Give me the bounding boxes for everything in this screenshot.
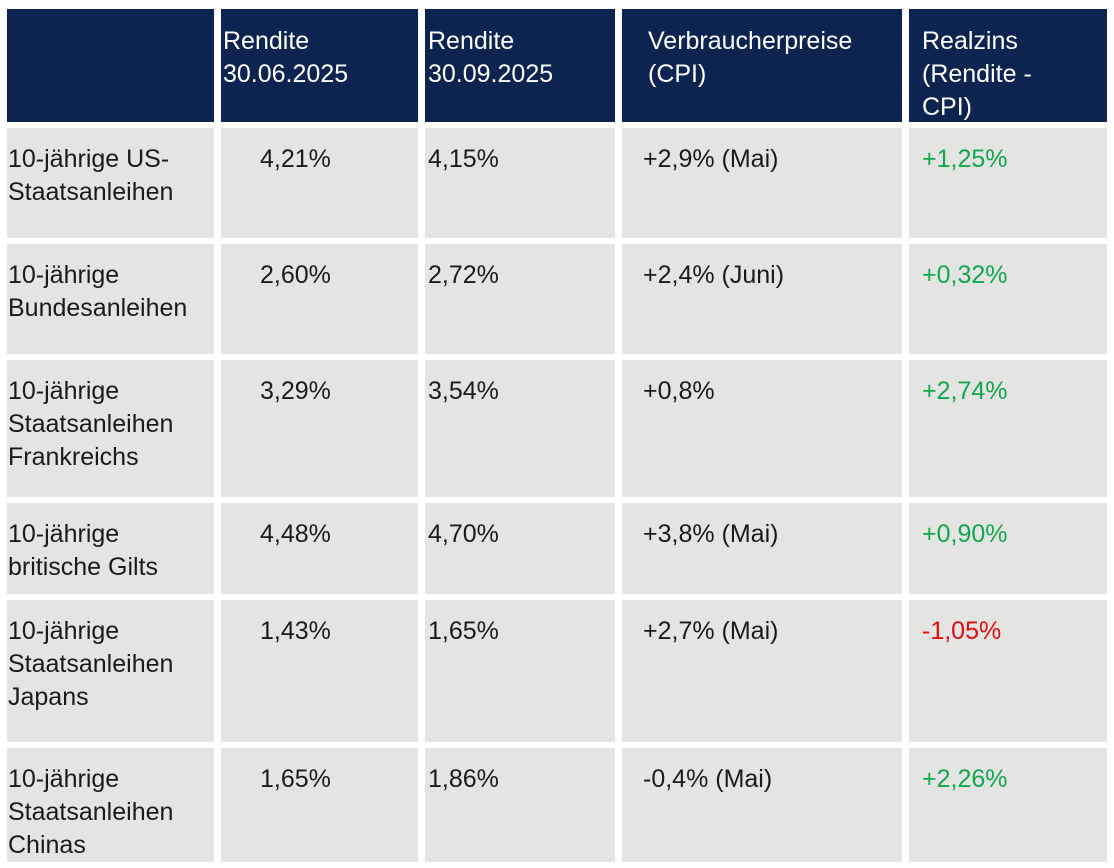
cpi-cell: +3,8% (Mai) xyxy=(622,503,902,594)
yield-jun-cell: 3,29% xyxy=(221,360,418,497)
bond-label: 10-jährige Staatsanleihen Japans xyxy=(7,600,214,742)
table-row-china: 10-jährige Staatsanleihen Chinas 1,65% 1… xyxy=(7,748,1107,862)
bond-label: 10-jährige britische Gilts xyxy=(7,503,214,594)
yield-sep-cell: 1,86% xyxy=(425,748,615,862)
cpi-cell: -0,4% (Mai) xyxy=(622,748,902,862)
header-cell-realzins: Realzins (Rendite - CPI) xyxy=(909,9,1107,122)
realzins-cell: +2,74% xyxy=(909,360,1107,497)
table-row-france: 10-jährige Staatsanleihen Frankreichs 3,… xyxy=(7,360,1107,497)
table-header-row: Rendite 30.06.2025 Rendite 30.09.2025 Ve… xyxy=(7,9,1107,122)
realzins-cell: -1,05% xyxy=(909,600,1107,742)
cpi-cell: +0,8% xyxy=(622,360,902,497)
header-cell-rendite-sep: Rendite 30.09.2025 xyxy=(425,9,615,122)
yield-jun-cell: 4,21% xyxy=(221,128,418,238)
table-row-us-treasuries: 10-jährige US-Staatsanleihen 4,21% 4,15%… xyxy=(7,128,1107,238)
header-cell-cpi: Verbraucherpreise (CPI) xyxy=(622,9,902,122)
yield-sep-cell: 3,54% xyxy=(425,360,615,497)
header-cell-empty xyxy=(7,9,214,122)
bond-label: 10-jährige US-Staatsanleihen xyxy=(7,128,214,238)
table-row-japan: 10-jährige Staatsanleihen Japans 1,43% 1… xyxy=(7,600,1107,742)
table-row-bundesanleihen: 10-jährige Bundesanleihen 2,60% 2,72% +2… xyxy=(7,244,1107,354)
yield-sep-cell: 2,72% xyxy=(425,244,615,354)
bond-label: 10-jährige Staatsanleihen Frankreichs xyxy=(7,360,214,497)
bond-label: 10-jährige Bundesanleihen xyxy=(7,244,214,354)
bond-label: 10-jährige Staatsanleihen Chinas xyxy=(7,748,214,862)
yield-sep-cell: 4,15% xyxy=(425,128,615,238)
yield-jun-cell: 2,60% xyxy=(221,244,418,354)
bond-yield-table: Rendite 30.06.2025 Rendite 30.09.2025 Ve… xyxy=(7,9,1107,868)
header-cell-rendite-jun: Rendite 30.06.2025 xyxy=(221,9,418,122)
cpi-cell: +2,9% (Mai) xyxy=(622,128,902,238)
table-row-uk-gilts: 10-jährige britische Gilts 4,48% 4,70% +… xyxy=(7,503,1107,594)
yield-jun-cell: 1,43% xyxy=(221,600,418,742)
yield-jun-cell: 4,48% xyxy=(221,503,418,594)
cpi-cell: +2,4% (Juni) xyxy=(622,244,902,354)
realzins-cell: +0,90% xyxy=(909,503,1107,594)
realzins-cell: +2,26% xyxy=(909,748,1107,862)
realzins-cell: +0,32% xyxy=(909,244,1107,354)
yield-sep-cell: 1,65% xyxy=(425,600,615,742)
realzins-cell: +1,25% xyxy=(909,128,1107,238)
cpi-cell: +2,7% (Mai) xyxy=(622,600,902,742)
yield-sep-cell: 4,70% xyxy=(425,503,615,594)
yield-jun-cell: 1,65% xyxy=(221,748,418,862)
